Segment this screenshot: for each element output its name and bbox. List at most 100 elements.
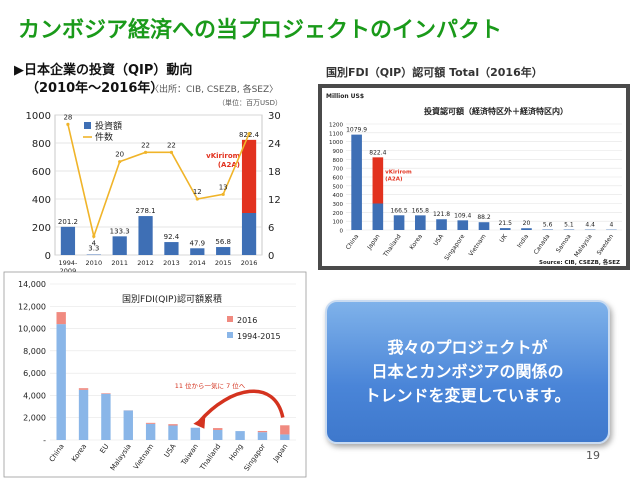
legend-swatch — [227, 332, 233, 338]
highlight-label: vKirirom — [385, 169, 412, 175]
slide-title: カンボジア経済への当プロジェクトのインパクト — [18, 18, 503, 43]
data-label: 4 — [609, 222, 613, 229]
count-line — [67, 124, 250, 240]
bar — [415, 215, 426, 230]
message-callout: 我々のプロジェクトが 日本とカンボジアの関係の トレンドを変更しています。 — [325, 300, 610, 444]
y-tick-label: 6,000 — [23, 369, 46, 378]
inner-title: 投資認可額（経済特区外＋経済特区内） — [424, 106, 568, 116]
bar — [436, 219, 447, 230]
y-tick-label: 600 — [32, 167, 51, 178]
data-label: 92.4 — [164, 233, 180, 241]
y2-tick-label: 18 — [268, 167, 281, 178]
bar-1994-2015 — [78, 389, 89, 440]
data-label: 165.8 — [412, 207, 429, 214]
bar-1994-2015 — [123, 410, 133, 440]
y-tick-label: 14,000 — [18, 280, 46, 289]
count-label: 12 — [193, 188, 202, 196]
bar-1994-2015 — [235, 431, 245, 440]
chart-title: 国別FDI(QIP)認可額累積 — [122, 293, 222, 305]
y2-tick-label: 24 — [268, 139, 281, 150]
data-label: 21.5 — [499, 220, 513, 227]
data-label: 5.6 — [543, 222, 553, 229]
bar-investment — [112, 236, 127, 255]
page-number: 19 — [586, 449, 600, 462]
bar — [372, 203, 384, 230]
bar-1994-2015 — [145, 423, 156, 440]
y2-tick-label: 30 — [268, 111, 281, 122]
data-label: 20 — [523, 220, 531, 227]
y-tick-label: 800 — [32, 139, 51, 150]
bar-1994-2015 — [213, 429, 223, 440]
count-point — [143, 150, 148, 154]
bar-1994-2015 — [257, 432, 268, 440]
y-tick-label: 12,000 — [18, 302, 46, 311]
legend-label: 1994-2015 — [237, 332, 281, 341]
y-tick-label: 2,000 — [23, 414, 46, 423]
legend-swatch — [84, 122, 91, 129]
bar — [393, 215, 405, 230]
chart-unit-note: （単位：百万USD） — [218, 98, 282, 107]
y-tick-label: 100 — [333, 220, 344, 226]
callout-line-3: トレンドを変更しています。 — [364, 386, 571, 405]
y-tick-label: 1000 — [329, 140, 343, 146]
x-tick-label: 2016 — [241, 259, 258, 267]
count-point — [118, 160, 122, 164]
count-point — [169, 150, 174, 154]
x-tick-label: UK — [498, 232, 509, 244]
y-tick-label: 8,000 — [23, 347, 46, 356]
count-point — [195, 197, 199, 201]
callout-line-1: 我々のプロジェクトが — [387, 338, 548, 357]
callout-line-2: 日本とカンボジアの関係の — [371, 362, 564, 381]
x-tick-label: 2013 — [163, 259, 180, 267]
count-point — [221, 192, 225, 196]
bar-2016 — [56, 312, 66, 325]
count-label: 22 — [167, 141, 176, 149]
highlight-label: vKirirom — [206, 152, 240, 160]
y-tick-label: 0 — [340, 229, 344, 235]
bar — [351, 134, 362, 230]
fdi-2016-chart: 国別FDI（QIP）認可額 Total（2016年） Million US$ 投資認… — [318, 65, 630, 270]
count-label: 4 — [92, 239, 97, 247]
y-tick-label: 300 — [333, 202, 344, 208]
chart-subtitle: （2010年〜2016年） — [26, 80, 163, 96]
chart-title: 国別FDI（QIP）認可額 Total（2016年） — [326, 65, 543, 79]
data-label: 5.1 — [564, 222, 574, 229]
data-label: 133.3 — [110, 227, 130, 235]
x-tick-label: 2014 — [189, 259, 206, 267]
count-point — [247, 132, 251, 136]
y-tick-label: 10,000 — [18, 325, 46, 334]
y-tick-label: 700 — [333, 167, 344, 173]
legend-swatch — [227, 316, 233, 322]
bar-1994-2015 — [280, 434, 290, 440]
y-tick-label: 1100 — [329, 131, 343, 137]
data-label: 4.4 — [585, 222, 595, 229]
bar-investment — [216, 247, 231, 255]
bar-1994-2015 — [190, 427, 201, 440]
data-label: 166.5 — [390, 207, 407, 214]
x-tick-label: 2015 — [215, 259, 232, 267]
legend-label: 件数 — [95, 131, 113, 143]
bar — [499, 228, 511, 230]
data-label: 822.4 — [369, 149, 386, 156]
bar-2016 — [101, 393, 111, 394]
data-label: 47.9 — [190, 239, 206, 247]
bar-2016 — [280, 425, 290, 435]
y2-tick-label: 0 — [268, 251, 274, 262]
y-tick-label: 1000 — [26, 111, 51, 122]
bar-investment — [241, 213, 257, 255]
bar-investment — [138, 216, 153, 255]
annotation-arrow — [198, 389, 285, 423]
data-label: 88.2 — [477, 214, 491, 221]
y-tick-label: 0 — [45, 251, 51, 262]
bar-investment — [60, 226, 76, 255]
qip-trend-chart: ▶日本企業の投資（QIP）動向 （2010年〜2016年）〈出所：CIB, CSE… — [14, 62, 282, 275]
bar-1994-2015 — [101, 393, 111, 440]
y2-tick-label: 6 — [268, 223, 274, 234]
count-label: 22 — [141, 141, 150, 149]
bar-2016 — [213, 428, 223, 430]
bar — [478, 222, 490, 230]
legend-label: 投資額 — [95, 120, 122, 132]
highlight-label: (A2A) — [218, 161, 240, 169]
bar-2016 — [257, 430, 268, 433]
data-label: 1079.9 — [346, 127, 367, 134]
